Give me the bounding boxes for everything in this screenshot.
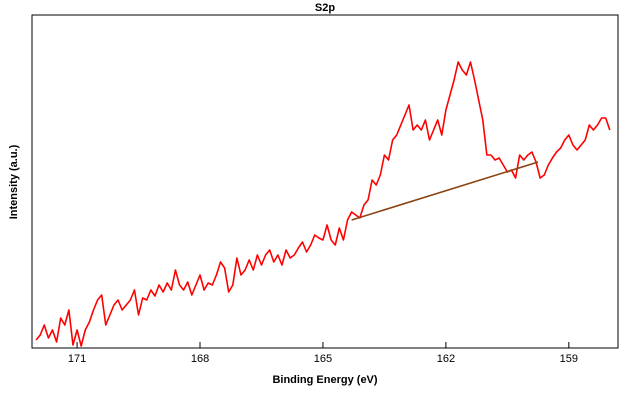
baseline-line xyxy=(351,161,539,221)
x-tick-label: 171 xyxy=(68,353,86,365)
x-tick-label: 159 xyxy=(560,353,578,365)
plot-frame xyxy=(31,14,619,349)
x-axis-label: Binding Energy (eV) xyxy=(272,374,377,386)
spectrum-line xyxy=(35,61,611,347)
x-tick-label: 168 xyxy=(191,353,209,365)
chart-title: S2p xyxy=(315,2,335,14)
x-tick-label: 162 xyxy=(437,353,455,365)
x-tick-label: 165 xyxy=(314,353,332,365)
y-axis-label: Intensity (a.u.) xyxy=(8,144,20,219)
